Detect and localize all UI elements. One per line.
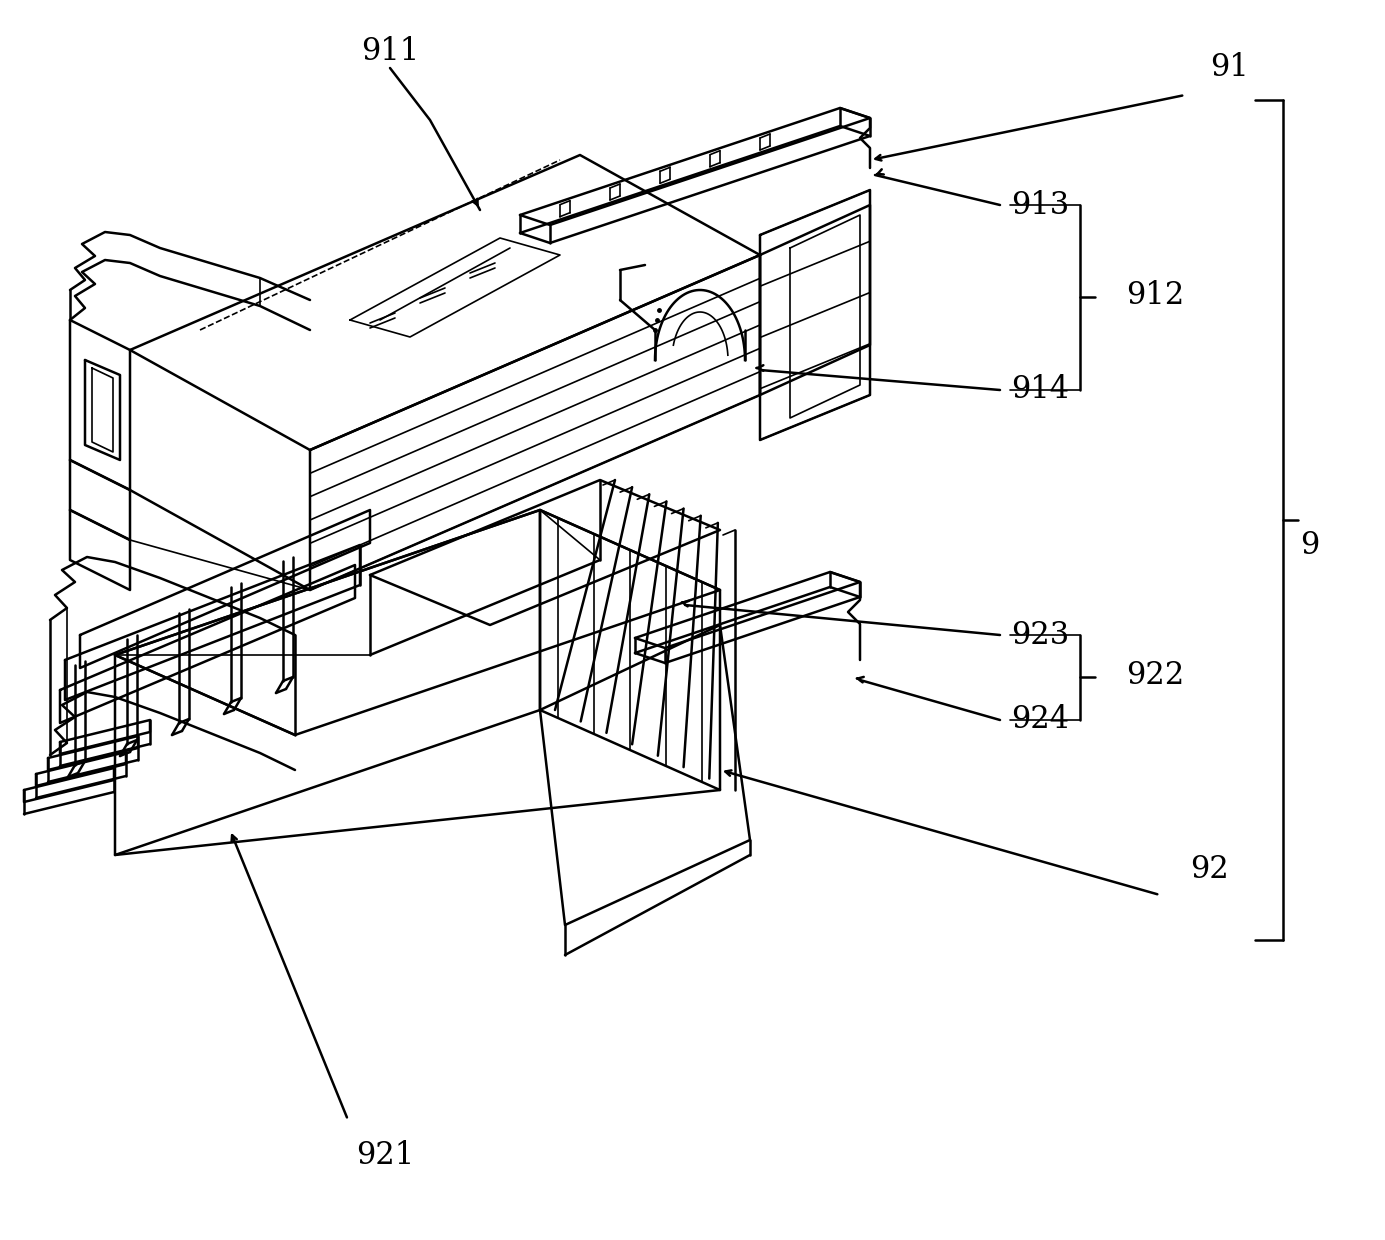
Text: 922: 922 [1126, 660, 1184, 691]
Text: 9: 9 [1301, 529, 1320, 560]
Text: 912: 912 [1126, 279, 1184, 310]
Text: 911: 911 [361, 36, 420, 67]
Text: 923: 923 [1011, 620, 1069, 651]
Text: 924: 924 [1011, 704, 1069, 735]
Text: 914: 914 [1011, 374, 1069, 405]
Text: 92: 92 [1191, 854, 1230, 885]
Text: 921: 921 [356, 1140, 414, 1171]
Text: 913: 913 [1011, 190, 1069, 221]
Text: 91: 91 [1210, 52, 1249, 83]
